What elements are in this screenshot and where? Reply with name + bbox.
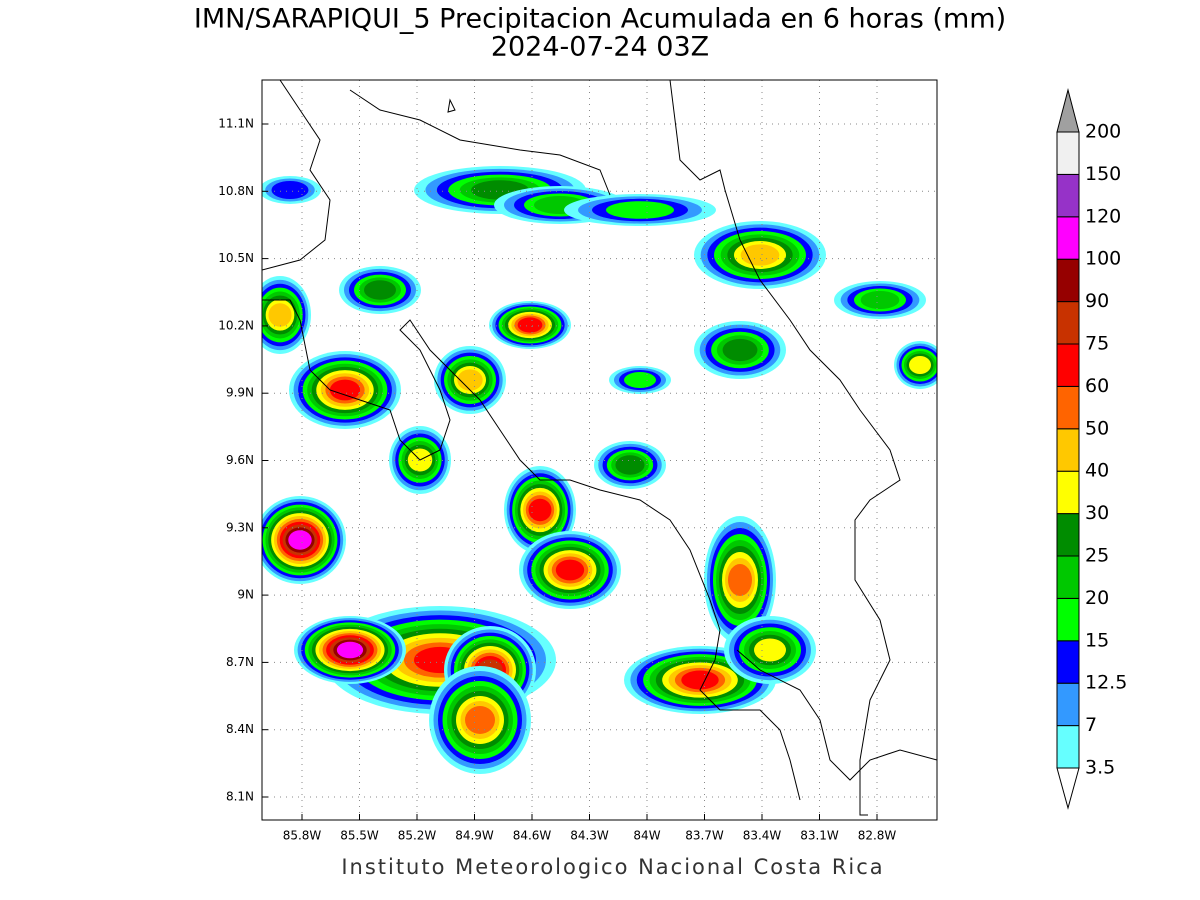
lat-tick-label: 9.9N	[226, 386, 254, 400]
lat-tick-label: 8.1N	[226, 790, 254, 804]
lon-tick-label: 82.8W	[858, 829, 897, 843]
colorbar-segment	[1056, 513, 1080, 557]
precip-area	[909, 356, 931, 374]
precip-area	[681, 670, 719, 690]
lon-tick-label: 84.9W	[455, 829, 494, 843]
colorbar-label: 120	[1085, 205, 1121, 227]
lon-tick-label: 85.8W	[283, 829, 322, 843]
colorbar-segment	[1056, 216, 1080, 260]
lon-tick-label: 84W	[633, 829, 660, 843]
colorbar-segment	[1056, 385, 1080, 430]
precip-area	[329, 379, 361, 401]
lat-tick-label: 11.1N	[218, 117, 254, 131]
map-frame	[261, 79, 938, 821]
precip-area	[457, 369, 483, 391]
map-subtitle: 2024-07-24 03Z	[491, 32, 709, 63]
precip-area	[754, 638, 786, 662]
precip-area	[860, 291, 900, 309]
colorbar-segment	[1056, 343, 1080, 387]
lat-tick-label: 9.3N	[226, 520, 254, 534]
colorbar-label: 25	[1085, 545, 1109, 567]
lat-tick-label: 10.2N	[218, 318, 254, 332]
precip-area	[336, 641, 364, 659]
precip-area	[624, 372, 656, 388]
colorbar-label: 200	[1085, 121, 1121, 143]
colorbar-under	[1056, 767, 1080, 810]
colorbar-segment	[1056, 597, 1080, 642]
colorbar-segment	[1056, 258, 1080, 303]
precip-field	[262, 166, 937, 774]
precip-area	[606, 201, 674, 219]
precip-area	[555, 559, 585, 581]
precip-area	[364, 280, 396, 300]
colorbar-segment	[1056, 428, 1080, 472]
colorbar-label: 3.5	[1085, 757, 1115, 779]
colorbar-segment	[1056, 470, 1080, 515]
precip-area	[465, 706, 495, 734]
colorbar-label: 90	[1085, 290, 1109, 312]
lon-tick-label: 84.3W	[570, 829, 609, 843]
colorbar-label: 7	[1085, 714, 1097, 736]
precip-area	[271, 181, 309, 199]
coastlines	[262, 80, 937, 816]
footer: Instituto Meteorologico Nacional Costa R…	[341, 855, 884, 879]
lat-tick-label: 9N	[237, 588, 254, 602]
colorbar-label: 50	[1085, 417, 1109, 439]
lat-tick-label: 9.6N	[226, 453, 254, 467]
colorbar-label: 60	[1085, 375, 1109, 397]
precip-area	[722, 338, 758, 362]
colorbar-label: 12.5	[1085, 672, 1127, 694]
colorbar-over	[1056, 88, 1080, 133]
precip-area	[288, 530, 312, 550]
lon-tick-label: 85.2W	[398, 829, 437, 843]
precip-area	[740, 244, 780, 266]
colorbar-segment	[1056, 131, 1080, 175]
lon-tick-label: 84.6W	[513, 829, 552, 843]
lat-tick-label: 10.5N	[218, 251, 254, 265]
lon-tick-label: 83.4W	[743, 829, 782, 843]
colorbar-segment	[1056, 173, 1080, 218]
lat-tick-label: 8.7N	[226, 655, 254, 669]
colorbar-label: 100	[1085, 248, 1121, 270]
lon-tick-label: 85.5W	[340, 829, 379, 843]
precip-area	[728, 564, 752, 596]
colorbar-label: 20	[1085, 587, 1109, 609]
colorbar-label: 15	[1085, 629, 1109, 651]
lat-tick-label: 10.8N	[218, 184, 254, 198]
axis-labels: 11.1N 10.8N 10.5N 10.2N 9.9N 9.6N 9.3N 9N 8.7N 8.…	[218, 117, 896, 843]
map-title: IMN/SARAPIQUI_5 Precipitacion Acumulada …	[194, 4, 1006, 35]
colorbar-label: 75	[1085, 333, 1109, 355]
lon-tick-label: 83.1W	[800, 829, 839, 843]
precip-area	[615, 455, 645, 475]
lon-tick-label: 83.7W	[685, 829, 724, 843]
precip-area	[268, 303, 292, 327]
precip-area	[528, 498, 552, 522]
colorbar: 3.5 7 12.5 15 20 25 30 40 50 60 75 90 100 120 150 200	[1056, 88, 1127, 810]
precip-area	[517, 317, 543, 333]
colorbar-label: 30	[1085, 502, 1109, 524]
colorbar-segment	[1056, 555, 1080, 599]
colorbar-segment	[1056, 301, 1080, 345]
colorbar-segment	[1056, 682, 1080, 727]
colorbar-segment	[1056, 640, 1080, 684]
colorbar-segment	[1056, 725, 1080, 769]
colorbar-label: 150	[1085, 163, 1121, 185]
lat-tick-label: 8.4N	[226, 722, 254, 736]
colorbar-label: 40	[1085, 460, 1109, 482]
